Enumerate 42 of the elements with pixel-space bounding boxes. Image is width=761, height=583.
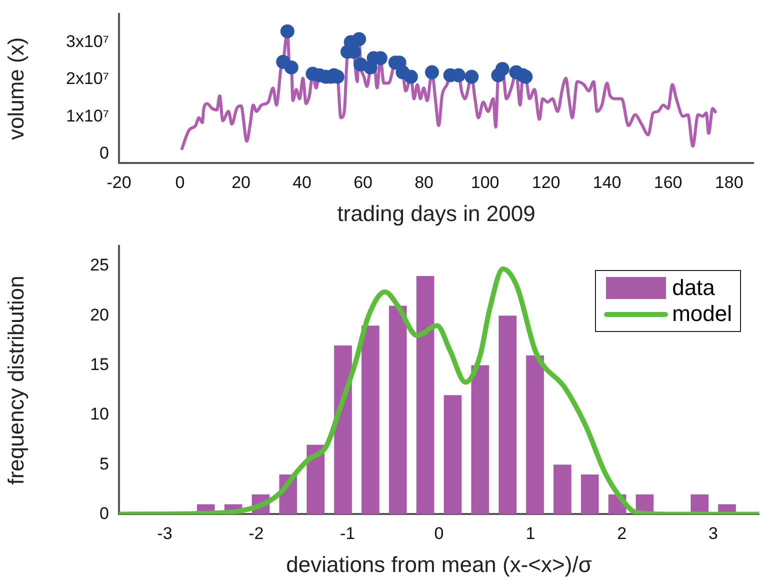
x-tick-label: 60 bbox=[354, 173, 372, 192]
x-tick-label: -2 bbox=[248, 524, 264, 544]
point bbox=[284, 60, 298, 74]
legend-label: data bbox=[672, 275, 715, 301]
point bbox=[280, 24, 294, 38]
x-axis-title: trading days in 2009 bbox=[337, 200, 536, 226]
y-tick-label: 2x10⁷ bbox=[66, 69, 109, 88]
x-tick-label: 160 bbox=[654, 173, 682, 192]
y-tick-label: 25 bbox=[90, 256, 109, 275]
legend-label: model bbox=[672, 301, 732, 327]
x-tick-label: -20 bbox=[106, 173, 132, 192]
point bbox=[352, 32, 366, 46]
x-tick-label: 20 bbox=[232, 173, 250, 192]
x-tick-label: 140 bbox=[592, 173, 622, 192]
y-axis-title: volume (x) bbox=[3, 37, 28, 140]
x-tick-label: 0 bbox=[175, 173, 185, 192]
x-axis-title: deviations from mean (x-<x>)/σ bbox=[286, 552, 592, 577]
x-tick-label: 180 bbox=[714, 173, 744, 192]
x-tick-label: 3 bbox=[708, 524, 718, 544]
x-tick-label: 2 bbox=[617, 524, 627, 544]
x-tick-label: -3 bbox=[157, 524, 172, 544]
y-tick-label: 0 bbox=[100, 504, 109, 523]
x-tick-label: 100 bbox=[470, 173, 500, 192]
y-tick-label: 5 bbox=[100, 454, 109, 474]
x-tick-label: -1 bbox=[340, 524, 356, 544]
x-tick-label: 120 bbox=[532, 173, 560, 192]
x-tick-label: 0 bbox=[434, 524, 444, 544]
y-tick-label: 0 bbox=[100, 144, 109, 163]
point bbox=[424, 65, 439, 80]
point bbox=[404, 70, 418, 84]
x-tick-label: 1 bbox=[526, 524, 536, 544]
x-tick-label: 40 bbox=[292, 173, 312, 192]
y-tick-label: 3x10⁷ bbox=[66, 32, 109, 51]
x-tick-label: 80 bbox=[414, 173, 434, 192]
point bbox=[518, 70, 533, 84]
y-tick-label: 1x10⁷ bbox=[66, 106, 109, 126]
point bbox=[464, 70, 479, 84]
point bbox=[495, 62, 510, 76]
y-axis-title: frequency distribution bbox=[3, 276, 28, 485]
y-tick-label: 10 bbox=[90, 404, 109, 424]
y-tick-label: 15 bbox=[90, 355, 109, 374]
y-tick-label: 20 bbox=[90, 305, 109, 324]
